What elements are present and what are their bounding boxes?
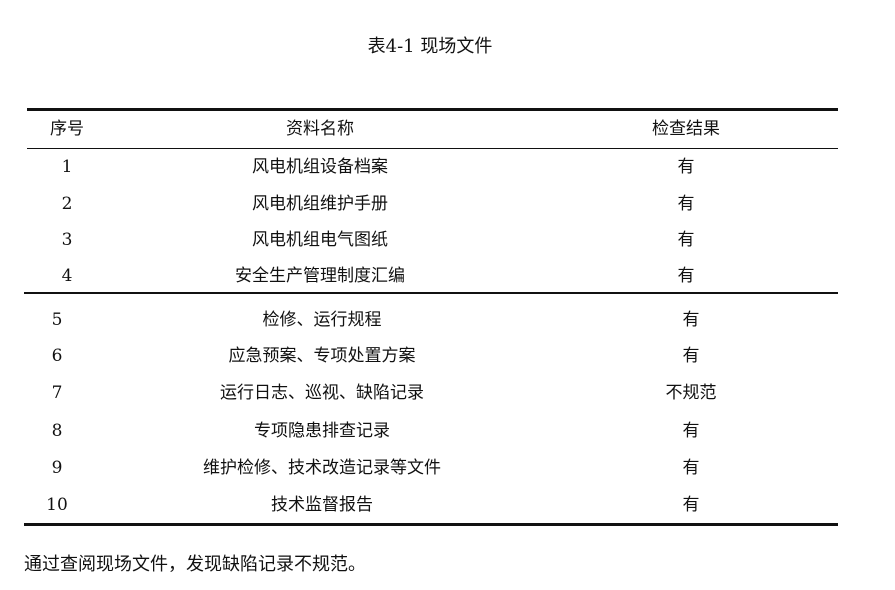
row-number: 8 (51, 421, 63, 441)
row-document-name: 检修、运行规程 (262, 310, 382, 330)
group-divider-rule (24, 292, 838, 294)
row-document-name: 安全生产管理制度汇编 (235, 266, 405, 286)
row-check-result: 不规范 (665, 383, 717, 403)
row-number: 1 (61, 157, 73, 177)
header-rule (27, 148, 838, 149)
row-check-result: 有 (677, 230, 695, 250)
row-check-result: 有 (682, 421, 700, 441)
row-number: 4 (61, 266, 73, 286)
table-header-row: 序号 资料名称 检查结果 (0, 111, 895, 147)
table-row: 9 维护检修、技术改造记录等文件 有 (0, 450, 895, 486)
table-row: 5 检修、运行规程 有 (0, 302, 895, 338)
row-number: 9 (51, 458, 63, 478)
row-number: 7 (51, 383, 63, 403)
table-row: 8 专项隐患排查记录 有 (0, 413, 895, 449)
row-check-result: 有 (682, 310, 700, 330)
row-check-result: 有 (682, 346, 700, 366)
table-row: 6 应急预案、专项处置方案 有 (0, 338, 895, 374)
row-document-name: 应急预案、专项处置方案 (228, 346, 416, 366)
table-bottom-rule (24, 523, 838, 526)
row-number: 6 (51, 346, 63, 366)
row-document-name: 技术监督报告 (271, 495, 373, 515)
footer-paragraph: 通过查阅现场文件，发现缺陷记录不规范。 (24, 554, 366, 575)
row-document-name: 维护检修、技术改造记录等文件 (203, 458, 441, 478)
row-document-name: 风电机组设备档案 (252, 157, 388, 177)
table-row: 10 技术监督报告 有 (0, 487, 895, 523)
row-check-result: 有 (677, 157, 695, 177)
header-seq: 序号 (50, 119, 84, 139)
row-check-result: 有 (677, 266, 695, 286)
row-document-name: 风电机组电气图纸 (252, 230, 388, 250)
header-name: 资料名称 (286, 119, 354, 139)
table-row: 1 风电机组设备档案 有 (0, 149, 895, 185)
table-top-rule (27, 108, 838, 111)
row-number: 10 (46, 495, 68, 515)
row-document-name: 运行日志、巡视、缺陷记录 (220, 383, 424, 403)
table-row: 2 风电机组维护手册 有 (0, 186, 895, 222)
row-check-result: 有 (682, 458, 700, 478)
table-row: 3 风电机组电气图纸 有 (0, 222, 895, 258)
header-result: 检查结果 (652, 119, 720, 139)
row-document-name: 风电机组维护手册 (252, 194, 388, 214)
row-number: 2 (61, 194, 73, 214)
row-check-result: 有 (682, 495, 700, 515)
table-row: 7 运行日志、巡视、缺陷记录 不规范 (0, 375, 895, 411)
row-number: 3 (61, 230, 73, 250)
table-caption: 表4-1 现场文件 (367, 36, 493, 57)
row-number: 5 (51, 310, 63, 330)
row-check-result: 有 (677, 194, 695, 214)
row-document-name: 专项隐患排查记录 (254, 421, 390, 441)
table-row: 4 安全生产管理制度汇编 有 (0, 258, 895, 294)
